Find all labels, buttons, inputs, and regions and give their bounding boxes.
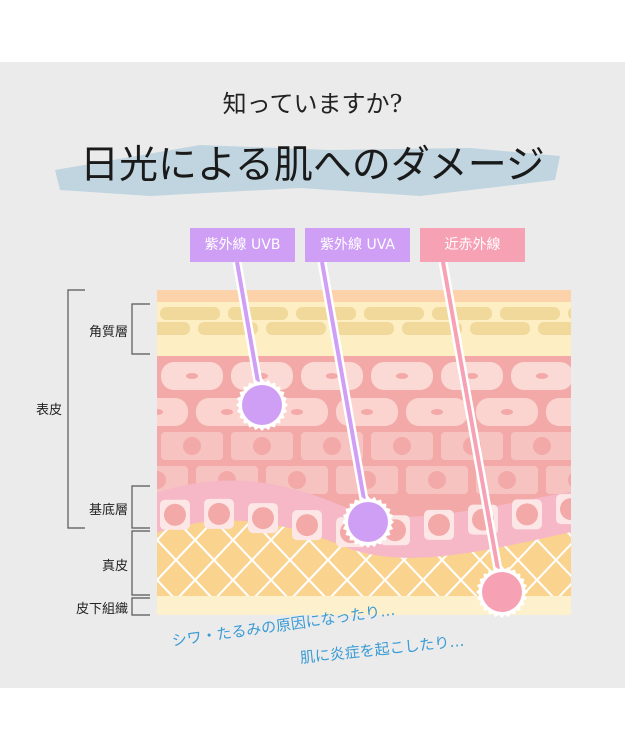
corneum-cell: [500, 307, 560, 320]
cell-nucleus: [533, 437, 551, 455]
dermis-fiber: [517, 542, 571, 601]
question-heading: 知っていますか?: [222, 90, 403, 118]
label-epidermis: 表皮: [35, 403, 62, 418]
dermis-fiber: [157, 578, 177, 601]
cell-nucleus: [431, 409, 443, 415]
cell-nucleus: [326, 373, 338, 379]
corneum-cell: [432, 307, 492, 320]
cell-nucleus: [466, 373, 478, 379]
dermis-fiber: [157, 519, 215, 582]
label-dermis: 真皮: [101, 559, 128, 574]
epidermis-cell: [546, 398, 571, 426]
page-title: 日光による肌へのダメージ: [80, 143, 545, 188]
basal-nucleus: [296, 514, 318, 537]
cell-nucleus: [568, 473, 571, 487]
corneum-cell: [160, 307, 220, 320]
cell-nucleus: [603, 437, 621, 455]
ray-line: [320, 261, 370, 523]
corneum-cell: [538, 322, 571, 335]
dermis-fiber: [213, 519, 291, 601]
label-stratum-corneum: 角質層: [88, 325, 128, 340]
ray-line: [235, 261, 264, 406]
corneum-cell: [402, 322, 462, 335]
cell-nucleus: [571, 409, 583, 415]
dermis-fiber: [157, 519, 177, 542]
corneum-cell: [157, 322, 190, 335]
corneum-cell: [266, 322, 326, 335]
cell-nucleus: [183, 437, 201, 455]
cell-nucleus: [186, 373, 198, 379]
label-basal-layer: 基底層: [88, 503, 128, 518]
corneum-cell: [364, 307, 424, 320]
impact-burst: [348, 502, 388, 542]
ray-line: [441, 261, 504, 593]
cell-nucleus: [361, 409, 373, 415]
label-subcutaneous: 皮下組織: [75, 602, 128, 617]
cell-nucleus: [323, 437, 341, 455]
epidermis-cell: [581, 432, 625, 460]
layer-brackets: [67, 289, 150, 616]
cell-nucleus: [428, 471, 446, 489]
basal-nucleus: [252, 507, 274, 530]
cell-nucleus: [498, 471, 516, 489]
corneum-cell: [334, 322, 394, 335]
cell-nucleus: [157, 471, 166, 489]
dermis-fiber: [594, 520, 625, 600]
label-uvb: 紫外線 UVB: [190, 228, 295, 262]
corneum-cell: [568, 307, 571, 320]
cell-nucleus: [606, 373, 618, 379]
dermis-fiber: [594, 520, 625, 600]
cell-nucleus: [501, 409, 513, 415]
basal-nucleus: [516, 503, 538, 526]
label-uva: 紫外線 UVA: [305, 228, 410, 262]
epidermis-cell: [581, 362, 625, 390]
dermis-fiber: [555, 582, 571, 601]
cell-nucleus: [291, 409, 303, 415]
label-near-infrared: 近赤外線: [420, 228, 525, 262]
impact-burst: [242, 385, 282, 425]
corneum-cell: [228, 307, 288, 320]
corneum-cell: [470, 322, 530, 335]
cell-nucleus: [393, 437, 411, 455]
cell-nucleus: [288, 471, 306, 489]
title-brush: [55, 145, 560, 196]
cell-nucleus: [221, 409, 233, 415]
epidermis-cell: [546, 466, 571, 494]
corneum-cell: [296, 307, 356, 320]
basal-nucleus: [428, 513, 450, 536]
corneum-cell: [198, 322, 258, 335]
epidermis-cell: [157, 398, 188, 426]
cell-nucleus: [536, 373, 548, 379]
cell-nucleus: [157, 409, 163, 415]
basal-nucleus: [164, 503, 186, 526]
cell-nucleus: [396, 373, 408, 379]
basal-nucleus: [208, 502, 230, 525]
dermis-fiber: [555, 519, 571, 538]
dermis-fiber: [175, 519, 253, 601]
cell-nucleus: [253, 437, 271, 455]
basal-nucleus: [560, 498, 571, 521]
impact-burst: [482, 572, 522, 612]
